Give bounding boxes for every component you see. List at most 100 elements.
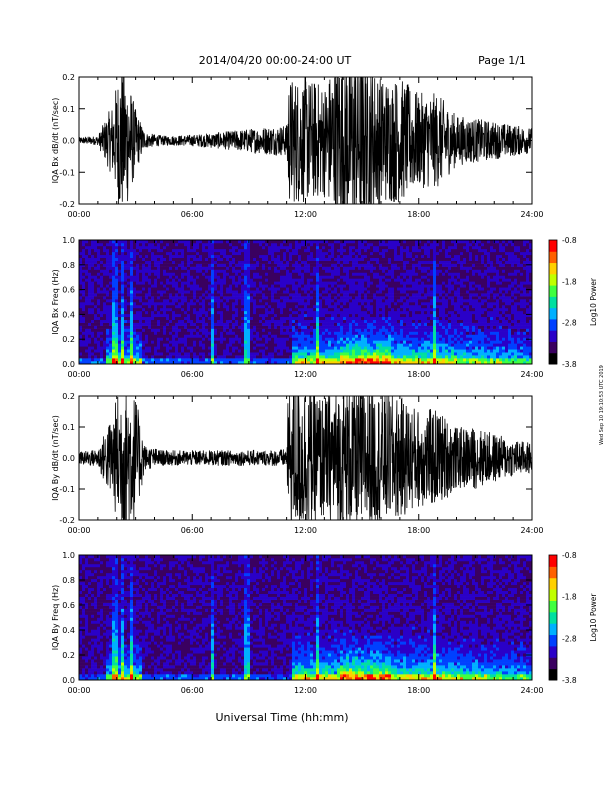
spectrogram-cell	[226, 290, 230, 294]
spectrogram-cell	[160, 269, 164, 273]
spectrogram-cell	[205, 319, 209, 323]
spectrogram-cell	[367, 304, 371, 309]
spectrogram-cell	[271, 352, 275, 356]
spectrogram-cell	[415, 242, 419, 247]
spectrogram-cell	[313, 248, 317, 253]
spectrogram-cell	[181, 346, 185, 350]
spectrogram-cell	[205, 343, 209, 347]
spectrogram-cell	[208, 340, 212, 344]
spectrogram-cell	[127, 248, 131, 253]
spectrogram-cell	[367, 281, 371, 285]
spectrogram-cell	[382, 316, 386, 321]
spectrogram-cell	[373, 349, 377, 353]
spectrogram-cell	[268, 260, 272, 264]
spectrogram-cell	[262, 313, 266, 318]
spectrogram-cell	[163, 358, 167, 362]
spectrogram-cell	[286, 322, 290, 326]
spectrogram-cell	[220, 319, 224, 323]
spectrogram-cell	[157, 257, 161, 261]
spectrogram-cell	[307, 251, 311, 256]
spectrogram-cell	[94, 263, 98, 267]
spectrogram-cell	[304, 322, 308, 326]
spectrogram-cell	[427, 245, 431, 250]
spectrogram-cell	[214, 278, 218, 282]
spectrogram-cell	[403, 278, 407, 282]
spectrogram-cell	[145, 316, 149, 321]
spectrogram-cell	[184, 337, 188, 341]
spectrogram-cell	[217, 260, 221, 264]
spectrogram-cell	[379, 296, 383, 300]
spectrogram-cell	[130, 257, 134, 261]
spectrogram-cell	[241, 328, 245, 332]
spectrogram-cell	[334, 263, 338, 267]
spectrogram-cell	[352, 352, 356, 356]
spectrogram-cell	[214, 275, 218, 279]
spectrogram-cell	[313, 340, 317, 344]
spectrogram-cell	[199, 275, 203, 279]
spectrogram-cell	[298, 275, 302, 279]
spectrogram-cell	[421, 340, 425, 344]
spectrogram-cell	[301, 355, 305, 359]
spectrogram-cell	[103, 248, 107, 253]
spectrogram-cell	[121, 304, 125, 309]
spectrogram-cell	[298, 355, 302, 359]
spectrogram-cell	[379, 299, 383, 303]
spectrogram-cell	[283, 251, 287, 256]
spectrogram-cell	[268, 361, 272, 365]
spectrogram-cell	[259, 248, 263, 253]
spectrogram-cell	[382, 245, 386, 250]
spectrogram-cell	[154, 337, 158, 341]
spectrogram-cell	[229, 340, 233, 344]
spectrogram-cell	[91, 319, 95, 323]
spectrogram-cell	[352, 343, 356, 347]
spectrogram-cell	[205, 240, 209, 244]
spectrogram-cell	[367, 272, 371, 276]
spectrogram-cell	[355, 304, 359, 309]
spectrogram-cell	[196, 296, 200, 300]
spectrogram-cell	[220, 299, 224, 303]
spectrogram-cell	[85, 316, 89, 321]
spectrogram-cell	[166, 272, 170, 276]
spectrogram-cell	[328, 299, 332, 303]
spectrogram-cell	[292, 299, 296, 303]
spectrogram-cell	[391, 355, 395, 359]
spectrogram-cell	[91, 242, 95, 247]
spectrogram-cell	[367, 263, 371, 267]
spectrogram-cell	[355, 349, 359, 353]
spectrogram-cell	[247, 307, 251, 312]
spectrogram-cell	[100, 352, 104, 356]
spectrogram-cell	[124, 331, 128, 335]
spectrogram-cell	[106, 358, 110, 362]
spectrogram-cell	[232, 337, 236, 341]
spectrogram-cell	[355, 275, 359, 279]
spectrogram-cell	[307, 296, 311, 300]
spectrogram-cell	[283, 296, 287, 300]
spectrogram-cell	[109, 242, 113, 247]
spectrogram-cell	[310, 334, 314, 338]
spectrogram-cell	[199, 307, 203, 312]
spectrogram-cell	[334, 260, 338, 264]
spectrogram-cell	[367, 310, 371, 315]
spectrogram-cell	[262, 242, 266, 247]
spectrogram-cell	[367, 260, 371, 264]
spectrogram-cell	[121, 284, 125, 288]
spectrogram-cell	[331, 293, 335, 297]
spectrogram-cell	[310, 284, 314, 288]
spectrogram-cell	[298, 257, 302, 261]
spectrogram-cell	[358, 245, 362, 250]
spectrogram-cell	[325, 343, 329, 347]
spectrogram-cell	[421, 293, 425, 297]
spectrogram-cell	[388, 302, 392, 306]
spectrogram-cell	[382, 322, 386, 326]
spectrogram-cell	[79, 293, 83, 297]
spectrogram-cell	[430, 343, 434, 347]
spectrogram-cell	[340, 240, 344, 244]
spectrogram-cell	[154, 284, 158, 288]
spectrogram-cell	[181, 325, 185, 329]
spectrogram-cell	[190, 328, 194, 332]
spectrogram-cell	[346, 293, 350, 297]
spectrogram-cell	[376, 240, 380, 244]
spectrogram-cell	[181, 245, 185, 250]
spectrogram-cell	[283, 346, 287, 350]
spectrogram-cell	[166, 302, 170, 306]
